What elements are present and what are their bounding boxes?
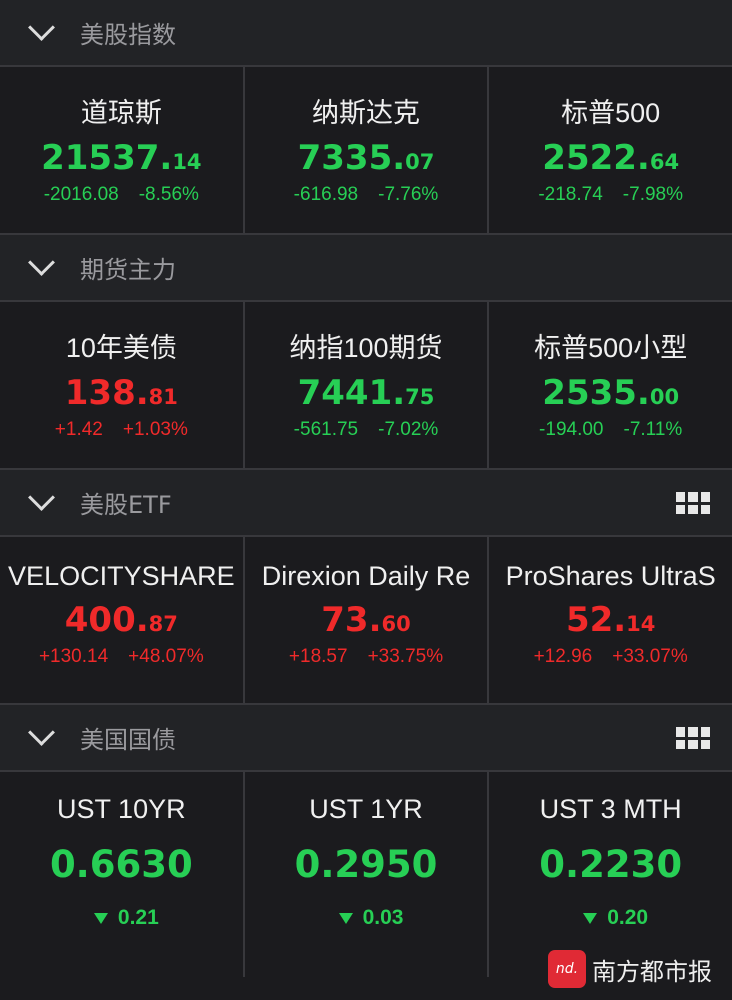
quote-change: +18.57	[288, 646, 348, 667]
watermark: nd. 南方都市报	[548, 950, 712, 988]
quote-card[interactable]: ProShares UltraS 52.14 +12.96 +33.07%	[489, 537, 732, 703]
quote-price: 21537.14	[41, 138, 202, 178]
quote-price: 73.60	[321, 600, 411, 640]
down-triangle-icon	[338, 913, 353, 924]
quote-percent: -7.98%	[622, 184, 683, 205]
quote-card[interactable]: VELOCITYSHARE 400.87 +130.14 +48.07%	[0, 537, 245, 703]
quote-row: 道琼斯 21537.14 -2016.08 -8.56% 纳斯达克 7335.07 -…	[0, 67, 732, 235]
quote-name: 标普500小型	[534, 333, 688, 363]
quote-name: Direxion Daily Re	[261, 561, 471, 591]
quote-row: VELOCITYSHARE 400.87 +130.14 +48.07% Direx…	[0, 537, 732, 705]
quote-price: 2522.64	[542, 138, 680, 178]
quote-name: UST 3 MTH	[539, 794, 682, 824]
quote-card[interactable]: Direxion Daily Re 73.60 +18.57 +33.75%	[245, 537, 490, 703]
quote-name: 纳斯达克	[312, 98, 420, 128]
chevron-down-icon[interactable]	[24, 727, 60, 749]
quote-card[interactable]: 道琼斯 21537.14 -2016.08 -8.56%	[0, 67, 245, 233]
watermark-logo: nd.	[548, 950, 586, 988]
quote-change: -561.75	[293, 419, 359, 440]
quote-percent: -8.56%	[138, 184, 199, 205]
section-title: 美股指数	[80, 21, 176, 49]
quote-name: 标普500	[561, 98, 661, 128]
quote-value: 0.2230	[539, 843, 683, 886]
quote-change: +130.14	[38, 646, 109, 667]
quote-change: -2016.08	[43, 184, 119, 205]
quote-name: UST 1YR	[309, 794, 423, 824]
quote-percent: -7.11%	[623, 419, 683, 440]
quote-name: 纳指100期货	[289, 333, 443, 363]
section-header[interactable]: 期货主力	[0, 235, 732, 302]
quote-name: UST 10YR	[57, 794, 186, 824]
quote-change: 0.03	[362, 906, 404, 929]
section-header[interactable]: 美股指数	[0, 0, 732, 67]
quote-name: ProShares UltraS	[505, 561, 716, 591]
quote-percent: +1.03%	[122, 419, 188, 440]
section-title: 期货主力	[80, 256, 176, 284]
quote-card[interactable]: 纳斯达克 7335.07 -616.98 -7.76%	[245, 67, 490, 233]
section-header[interactable]: 美国国债	[0, 705, 732, 772]
quote-card[interactable]: 标普500 2522.64 -218.74 -7.98%	[489, 67, 732, 233]
quote-card[interactable]: UST 10YR 0.6630 0.21	[0, 772, 245, 977]
chevron-down-icon[interactable]	[24, 22, 60, 44]
quote-price: 2535.00	[542, 373, 680, 413]
quote-percent: +33.07%	[612, 646, 688, 667]
quote-change: +12.96	[533, 646, 593, 667]
chevron-down-icon[interactable]	[24, 257, 60, 279]
quote-change: 0.20	[607, 906, 649, 929]
quote-value: 0.6630	[49, 843, 193, 886]
quote-card[interactable]: 10年美债 138.81 +1.42 +1.03%	[0, 302, 245, 468]
quote-change: -194.00	[539, 419, 604, 440]
quote-card[interactable]: 纳指100期货 7441.75 -561.75 -7.02%	[245, 302, 490, 468]
chevron-down-icon[interactable]	[24, 492, 60, 514]
quote-price: 7441.75	[297, 373, 435, 413]
quote-change: -616.98	[293, 184, 359, 205]
quote-name: 10年美债	[65, 333, 177, 363]
quote-price: 52.14	[565, 600, 656, 640]
quote-change: +1.42	[54, 419, 103, 440]
quote-card[interactable]: UST 3 MTH 0.2230 0.20	[489, 772, 732, 977]
down-triangle-icon	[93, 913, 108, 924]
quote-change: -218.74	[538, 184, 603, 205]
down-triangle-icon	[583, 913, 598, 924]
quote-percent: +48.07%	[128, 646, 204, 667]
market-list: 美股指数 道琼斯 21537.14 -2016.08 -8.56% 纳斯达克 7335…	[0, 0, 732, 977]
section-title: 美股ETF	[80, 491, 172, 519]
watermark-text: 南方都市报	[592, 957, 712, 986]
quote-row: 10年美债 138.81 +1.42 +1.03% 纳指100期货 7441.75 -…	[0, 302, 732, 470]
quote-price: 7335.07	[297, 138, 435, 178]
quote-name: 道琼斯	[80, 98, 162, 128]
quote-percent: -7.02%	[378, 419, 439, 440]
section-header[interactable]: 美股ETF	[0, 470, 732, 537]
quote-price: 400.87	[64, 600, 178, 640]
quote-change: 0.21	[117, 906, 159, 929]
section-title: 美国国债	[80, 726, 176, 754]
grid-view-icon[interactable]	[676, 492, 710, 514]
quote-card[interactable]: UST 1YR 0.2950 0.03	[245, 772, 490, 977]
quote-price: 138.81	[64, 373, 178, 413]
quote-percent: +33.75%	[367, 646, 444, 667]
grid-view-icon[interactable]	[676, 727, 710, 749]
quote-card[interactable]: 标普500小型 2535.00 -194.00 -7.11%	[489, 302, 732, 468]
quote-name: VELOCITYSHARE	[8, 561, 235, 591]
quote-value: 0.2950	[294, 843, 438, 886]
quote-percent: -7.76%	[378, 184, 439, 205]
quote-row: UST 10YR 0.6630 0.21 UST 1YR 0.2950 0.03 U…	[0, 772, 732, 977]
